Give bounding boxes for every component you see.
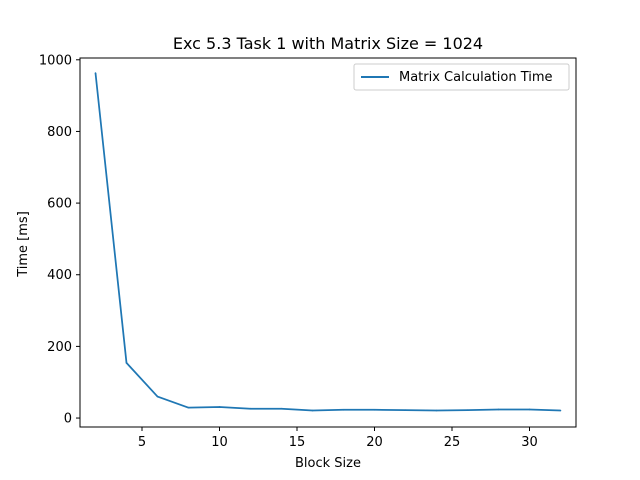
legend-box [353, 63, 570, 91]
x-tick-label: 25 [444, 435, 461, 450]
y-tick-label: 1000 [39, 53, 72, 68]
x-tick-label: 20 [366, 435, 383, 450]
x-tick-label: 30 [521, 435, 538, 450]
legend-label: Matrix Calculation Time [399, 70, 553, 85]
y-axis-ticks: 0 200 400 600 800 1000 [39, 53, 80, 427]
data-point [187, 406, 190, 409]
data-point [435, 409, 438, 412]
data-point [404, 409, 407, 411]
y-axis-label: Time [ms] [16, 211, 31, 278]
y-tick-label: 200 [47, 340, 72, 355]
legend: Matrix Calculation Time [353, 63, 570, 91]
data-point [559, 409, 562, 412]
y-tick-label: 800 [47, 125, 72, 140]
data-point [156, 395, 159, 398]
data-point [125, 362, 128, 364]
y-tick-label: 400 [47, 268, 72, 283]
data-point [311, 409, 314, 412]
data-point [466, 409, 469, 411]
x-tick-label: 10 [211, 435, 228, 450]
series-line [94, 72, 561, 412]
y-tick-label: 0 [64, 412, 72, 427]
x-tick-label: 5 [138, 435, 146, 450]
data-point [218, 406, 221, 408]
data-point [528, 408, 531, 411]
data-point [94, 72, 97, 74]
x-axis-label: Block Size [295, 456, 361, 471]
chart-title: Exc 5.3 Task 1 with Matrix Size = 1024 [173, 34, 483, 53]
plot-area [79, 57, 577, 428]
data-point [373, 409, 376, 411]
data-point [249, 407, 252, 410]
y-tick-label: 600 [47, 197, 72, 212]
plot-frame [79, 57, 577, 428]
x-tick-label: 15 [289, 435, 306, 450]
x-axis-ticks: 5 10 15 20 25 30 [138, 427, 538, 450]
data-point [342, 409, 345, 411]
data-point [280, 407, 283, 410]
data-point [497, 408, 500, 411]
